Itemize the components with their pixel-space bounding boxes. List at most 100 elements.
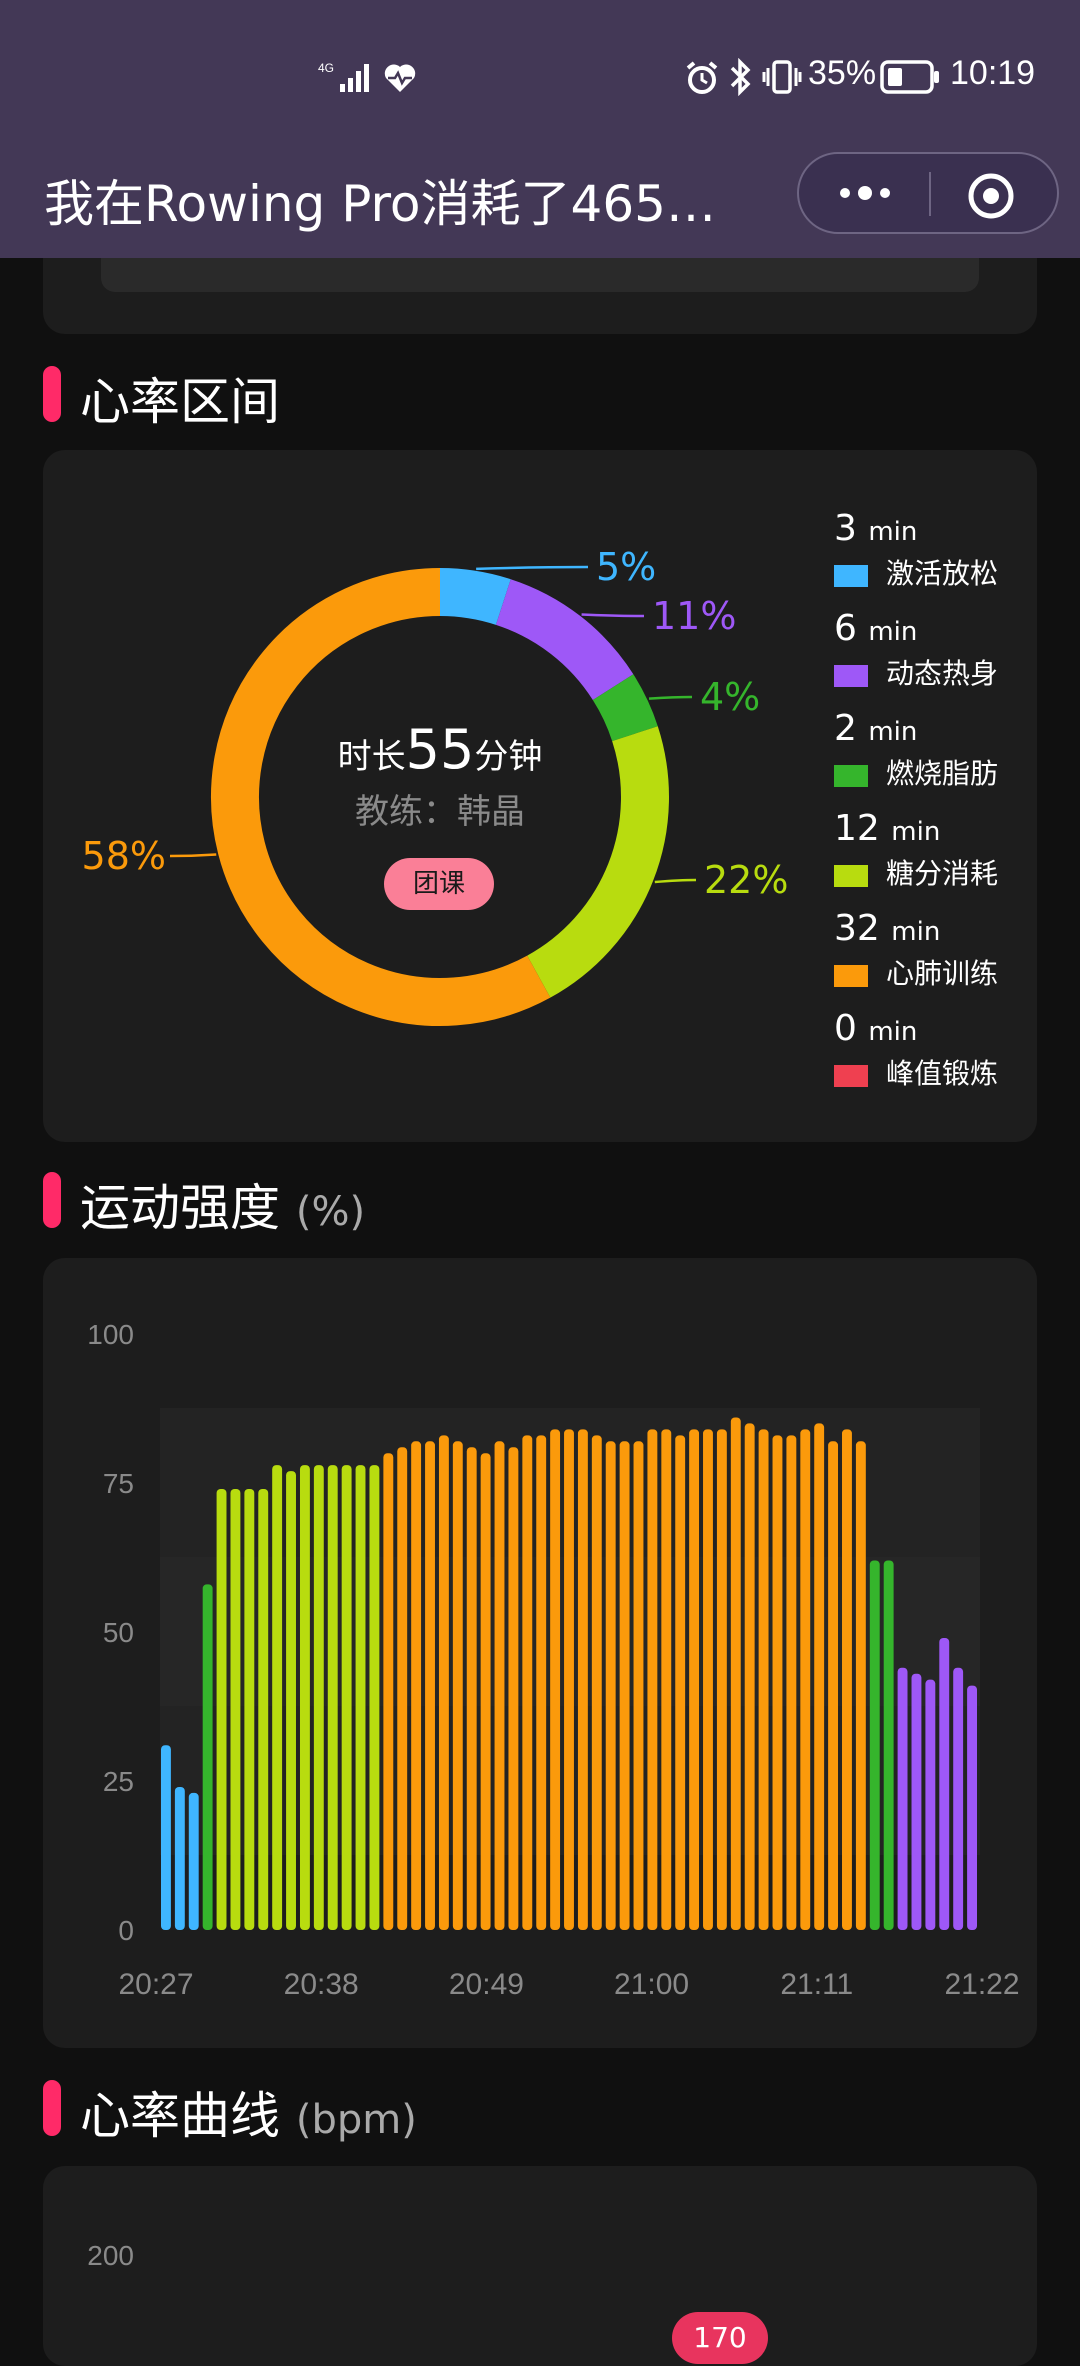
legend-swatch <box>834 565 868 587</box>
intensity-bar <box>911 1673 922 1930</box>
intensity-bar <box>536 1435 547 1930</box>
x-tick-label: 20:27 <box>118 1968 193 2001</box>
class-type-badge: 团课 <box>384 858 494 910</box>
intensity-title: 运动强度 (%) <box>80 1168 365 1240</box>
intensity-bar <box>480 1453 491 1930</box>
intensity-bar <box>508 1447 519 1930</box>
donut-leader-line <box>654 878 697 884</box>
legend-swatch <box>834 965 868 987</box>
intensity-bar <box>953 1667 964 1930</box>
intensity-bar <box>633 1441 644 1930</box>
intensity-bar <box>258 1488 269 1930</box>
intensity-bar <box>494 1441 505 1930</box>
intensity-bar <box>758 1429 769 1930</box>
intensity-bar <box>703 1429 713 1930</box>
intensity-bar <box>897 1667 908 1930</box>
intensity-bar <box>327 1465 338 1930</box>
intensity-bar <box>786 1435 797 1930</box>
network-type-label: 4G <box>318 61 334 75</box>
legend-zone-name: 心肺训练 <box>886 957 999 990</box>
heart-zone-card <box>43 450 1037 1142</box>
intensity-bar <box>355 1465 366 1930</box>
signal-icon: 4G <box>318 61 369 92</box>
intensity-bar <box>383 1453 394 1930</box>
intensity-bar <box>216 1488 227 1930</box>
heart-curve-unit: (bpm) <box>295 2097 417 2143</box>
y-tick-label: 100 <box>87 1319 134 1350</box>
previous-card <box>43 258 1037 334</box>
donut-percent-label: 5% <box>596 545 656 589</box>
legend-swatch <box>834 865 868 887</box>
intensity-bar <box>341 1465 352 1930</box>
heart-health-icon <box>384 64 416 92</box>
intensity-bar <box>744 1423 755 1930</box>
intensity-bar <box>869 1560 880 1930</box>
intensity-bar <box>675 1435 686 1930</box>
intensity-bar <box>299 1465 310 1930</box>
donut-leader-line <box>169 853 217 858</box>
coach-label: 教练：韩晶 <box>355 792 525 832</box>
intensity-bar <box>800 1429 811 1930</box>
intensity-title-text: 运动强度 <box>80 1179 280 1237</box>
y-tick-label: 50 <box>103 1617 134 1648</box>
intensity-bar <box>313 1465 324 1930</box>
intensity-bar <box>661 1429 672 1930</box>
intensity-bar <box>939 1637 950 1930</box>
intensity-bar <box>772 1435 783 1930</box>
y-tick-label: 25 <box>103 1766 134 1797</box>
intensity-bar <box>967 1685 977 1930</box>
intensity-bar <box>842 1429 852 1930</box>
clock-time: 10:19 <box>950 54 1036 92</box>
intensity-bar <box>689 1429 700 1930</box>
y-tick-label: 0 <box>118 1915 134 1946</box>
intensity-bar <box>550 1429 561 1930</box>
x-tick-label: 21:11 <box>780 1968 853 2001</box>
x-tick-label: 21:00 <box>614 1968 689 2001</box>
intensity-unit: (%) <box>295 1189 366 1235</box>
duration-prefix: 时长 <box>337 737 406 777</box>
legend-zone-name: 燃烧脂肪 <box>886 757 999 790</box>
close-program-icon[interactable] <box>967 172 1015 220</box>
legend-zone-name: 动态热身 <box>886 657 999 690</box>
intensity-bar <box>591 1435 602 1930</box>
donut-leader-line <box>476 565 589 571</box>
intensity-bar <box>564 1429 574 1930</box>
battery-percent: 35% <box>808 54 877 92</box>
legend-item: 12 min 糖分消耗 <box>834 808 998 890</box>
donut-leader-line <box>581 613 645 618</box>
donut-slice-2 <box>495 579 634 701</box>
donut-slice-5 <box>211 568 551 1026</box>
duration-suffix: 分钟 <box>474 737 543 777</box>
more-options-icon[interactable] <box>835 178 895 208</box>
legend-item: 3 min 激活放松 <box>834 508 998 590</box>
heart-curve-title-text: 心率曲线 <box>80 2087 280 2145</box>
mini-program-capsule <box>797 152 1059 234</box>
donut-slice-4 <box>526 726 669 998</box>
intensity-bar <box>716 1429 727 1930</box>
intensity-bar <box>188 1792 199 1930</box>
heart-zone-title: 心率区间 <box>80 373 280 431</box>
x-tick-label: 20:49 <box>449 1968 524 2001</box>
peak-bpm-badge: 170 <box>672 2312 768 2364</box>
x-tick-label: 20:38 <box>284 1968 359 2001</box>
intensity-bar <box>452 1441 463 1930</box>
heart-curve-y-tick: 200 <box>87 2240 134 2271</box>
intensity-bar <box>883 1560 894 1930</box>
intensity-bar <box>161 1745 171 1930</box>
donut-percent-label: 4% <box>700 675 760 719</box>
intensity-bar <box>814 1423 825 1930</box>
intensity-bar <box>466 1447 477 1930</box>
intensity-bar <box>202 1584 213 1930</box>
legend-swatch <box>834 765 868 787</box>
battery-icon <box>880 60 939 94</box>
legend-swatch <box>834 665 868 687</box>
intensity-bar <box>397 1447 408 1930</box>
intensity-bar <box>369 1465 380 1930</box>
intensity-bar-chart: 0 25 50 75 100 20:27 20:38 20:49 21:00 21:11 21:22 <box>87 1319 1019 2001</box>
duration-label: 时长55分钟 <box>290 718 590 781</box>
intensity-bar <box>828 1441 839 1930</box>
legend-minutes: 3 min <box>834 508 918 549</box>
legend-zone-name: 糖分消耗 <box>886 857 999 890</box>
legend-minutes: 2 min <box>834 708 918 749</box>
status-bar: 4G 35% 10:19 <box>0 0 1080 150</box>
